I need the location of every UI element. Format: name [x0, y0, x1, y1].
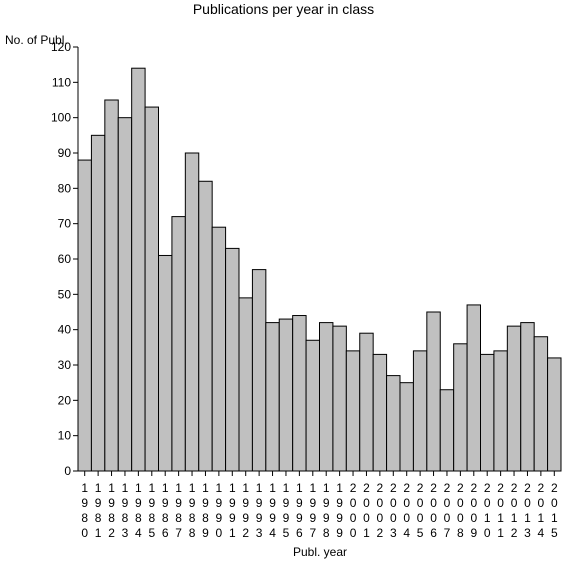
y-tick-label-20: 20	[58, 393, 72, 407]
y-tick-label-0: 0	[64, 464, 71, 478]
bar-1988	[184, 152, 200, 472]
y-tick-label-70: 70	[58, 217, 72, 231]
chart-title: Publications per year in class	[192, 1, 375, 17]
y-tick-label-30: 30	[58, 358, 72, 372]
bar-1982	[104, 99, 119, 472]
bar-2013	[520, 322, 535, 472]
bar-2012	[506, 325, 522, 472]
bar-2003	[386, 375, 401, 472]
bar-2011	[493, 350, 508, 472]
x-ticks-group: 1 9 8 0 1 9 8 1 1 9 8 2 1 9 8 3 1 9 8 4 1 9 8 5 1 9 8 6 1 9 8 7 1 9 8 8 1 9 8 9…	[81, 471, 558, 540]
y-tick-label-100: 100	[51, 111, 71, 125]
y-ticks-group: 0 10 20 30 40 50 60 70 80 90 100 110 120	[51, 40, 78, 478]
bar-2014	[533, 336, 549, 472]
bars-group	[77, 67, 562, 472]
bar-1984	[131, 67, 146, 472]
bar-1997	[305, 339, 320, 472]
bar-1995	[278, 318, 294, 472]
bar-1996	[292, 315, 307, 472]
y-tick-label-10: 10	[58, 429, 72, 443]
bar-1992	[238, 297, 253, 472]
bar-1985	[144, 106, 160, 472]
bar-2004	[399, 382, 414, 472]
bar-1990	[211, 226, 227, 472]
bar-2002	[372, 353, 388, 472]
bar-2005	[412, 350, 428, 472]
bar-1983	[117, 117, 133, 472]
y-tick-label-40: 40	[58, 323, 72, 337]
bar-2007	[439, 389, 455, 472]
bar-2001	[359, 332, 374, 472]
bar-1999	[332, 325, 347, 472]
x-axis-label: Publ. year	[292, 545, 348, 559]
bar-1993	[251, 269, 267, 472]
bar-1989	[198, 180, 213, 472]
bar-1986	[158, 254, 173, 472]
y-tick-label-110: 110	[52, 75, 71, 89]
y-tick-label-90: 90	[58, 146, 72, 160]
bar-1991	[225, 247, 240, 472]
bar-2008	[453, 343, 468, 472]
bar-2010	[480, 353, 495, 472]
bar-1987	[171, 216, 186, 472]
y-tick-label-80: 80	[58, 181, 72, 195]
bar-1994	[265, 322, 280, 472]
y-tick-label-60: 60	[58, 252, 72, 266]
bar-2009	[466, 304, 481, 472]
bar-1980	[77, 159, 92, 472]
bar-2000	[345, 350, 361, 472]
bar-1998	[319, 322, 334, 472]
y-axis-label: No. of Publ.	[5, 33, 68, 47]
y-tick-label-120: 120	[51, 40, 71, 54]
bar-2006	[426, 311, 441, 472]
y-tick-label-50: 50	[58, 287, 72, 301]
bar-1981	[90, 134, 106, 472]
bar-2015	[547, 357, 562, 472]
